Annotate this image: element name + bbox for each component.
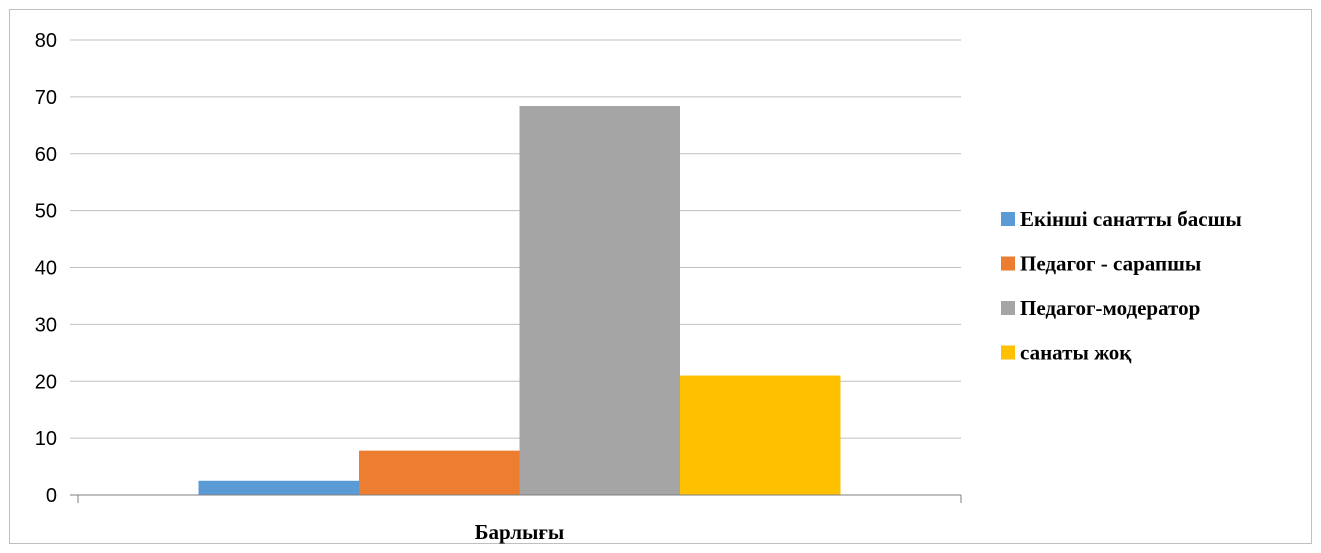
- bar-4: [680, 375, 841, 495]
- legend-swatch: [1001, 301, 1015, 315]
- legend-label: санаты жоқ: [1020, 341, 1132, 365]
- legend-label: Педагог-модератор: [1020, 296, 1200, 320]
- y-tick-label: 20: [35, 371, 57, 393]
- axes: 0 10 20 30 40 50 60 70 80 Барлығы: [35, 30, 962, 544]
- legend-label: Екінші санатты басшы: [1020, 207, 1242, 231]
- y-tick-label: 10: [35, 428, 57, 450]
- bars: [198, 105, 841, 495]
- legend-swatch: [1001, 256, 1015, 271]
- legend-label: Педагог - сарапшы: [1020, 252, 1201, 276]
- legend: Екінші санатты басшы Педагог - сарапшы Пед…: [1001, 207, 1242, 365]
- y-tick-label: 0: [46, 485, 57, 507]
- bar-2: [359, 450, 520, 495]
- y-tick-label: 80: [35, 30, 57, 52]
- y-tick-label: 50: [35, 201, 57, 223]
- legend-swatch: [1001, 212, 1015, 226]
- bar-1: [198, 480, 359, 495]
- legend-swatch: [1001, 345, 1015, 360]
- y-tick-label: 30: [35, 314, 57, 336]
- x-category-label: Барлығы: [475, 520, 565, 544]
- y-tick-label: 60: [35, 144, 57, 166]
- y-tick-label: 40: [35, 258, 57, 280]
- bar-3: [519, 105, 680, 495]
- y-tick-label: 70: [35, 87, 57, 109]
